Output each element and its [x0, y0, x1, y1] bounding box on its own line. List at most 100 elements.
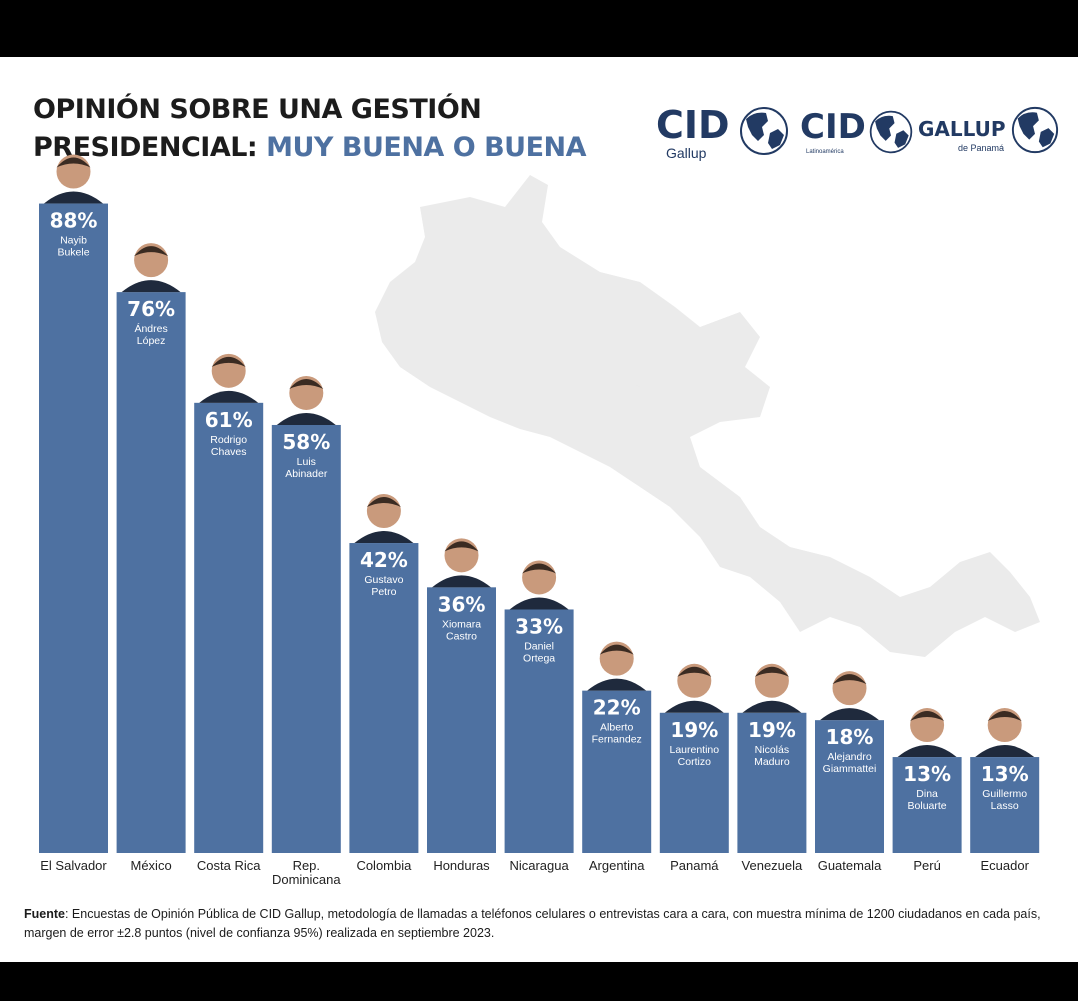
president-portrait-guatemala [820, 671, 879, 721]
president-name-line: Chaves [211, 446, 247, 458]
president-name-line: Alberto [600, 722, 633, 734]
president-portrait-ecuador [975, 708, 1035, 758]
president-name-line: Nayib [60, 235, 87, 247]
bar-colombia [349, 543, 419, 853]
category-label-costa-rica: Costa Rica [197, 858, 261, 873]
bar-peru [892, 757, 962, 853]
president-name-line: Cortizo [678, 756, 711, 768]
bar-honduras [427, 587, 496, 853]
bar-mexico [116, 292, 186, 853]
category-label-honduras: Honduras [433, 858, 490, 873]
category-label-rep-dominicana: Dominicana [272, 872, 341, 887]
category-label-mexico: México [131, 858, 172, 873]
value-label: 36% [438, 592, 486, 616]
title-line2-accent: MUY BUENA O BUENA [266, 132, 587, 163]
value-label: 33% [515, 614, 563, 638]
value-label: 61% [205, 408, 253, 432]
globe-icon [1011, 106, 1059, 154]
president-name-line: Alejandro [827, 751, 872, 763]
category-label-ecuador: Ecuador [980, 858, 1029, 873]
logo-cid-latam-word: CID [800, 107, 866, 147]
value-label: 88% [50, 209, 98, 233]
president-name-line: Daniel [524, 640, 554, 652]
president-portrait-venezuela [742, 663, 802, 713]
president-name-line: Lasso [991, 800, 1019, 812]
globe-icon [869, 110, 913, 154]
value-label: 18% [826, 725, 874, 749]
president-name-line: Maduro [754, 756, 790, 768]
president-name-line: López [137, 335, 166, 347]
president-portrait-panama [664, 663, 724, 713]
category-label-venezuela: Venezuela [742, 858, 803, 873]
category-label-guatemala: Guatemala [818, 858, 882, 873]
footnote-label: Fuente [24, 907, 65, 921]
bar-costa-rica [194, 402, 264, 853]
central-america-map [375, 175, 1040, 657]
category-label-el-salvador: El Salvador [40, 858, 107, 873]
president-portrait-mexico [121, 243, 181, 293]
bar-el-salvador [39, 203, 108, 853]
president-name-line: Rodrigo [210, 434, 247, 446]
infographic: OPINIÓN SOBRE UNA GESTIÓN PRESIDENCIAL: … [0, 57, 1078, 962]
bar-rep-dominicana [271, 424, 341, 853]
president-name-line: Dina [916, 788, 938, 800]
value-label: 13% [903, 762, 951, 786]
logo-gallup-panama: GALLUP de Panamá [918, 103, 1063, 163]
title-line1: OPINIÓN SOBRE UNA GESTIÓN [33, 94, 482, 125]
president-portrait-nicaragua [509, 560, 569, 610]
president-portrait-honduras [432, 538, 491, 588]
logo-cid-gallup-word: CID [656, 103, 730, 147]
president-name-line: Laurentino [669, 744, 719, 756]
president-name-line: Ortega [523, 652, 555, 664]
source-footnote: Fuente: Encuestas de Opinión Pública de … [24, 905, 1054, 943]
president-name-line: Abinader [285, 468, 328, 480]
president-name-line: Petro [371, 586, 396, 598]
president-portrait-costa-rica [199, 353, 259, 403]
bar-panama [659, 712, 729, 853]
globe-icon [740, 107, 788, 155]
value-label: 19% [748, 718, 796, 742]
bar-guatemala [815, 720, 884, 853]
bar-nicaragua [504, 609, 574, 853]
president-name-line: Xiomara [442, 618, 481, 630]
logo-cid-gallup: CID Gallup [656, 103, 791, 163]
value-label: 58% [282, 430, 330, 454]
category-label-argentina: Argentina [589, 858, 645, 873]
category-label-rep-dominicana: Rep. [293, 858, 320, 873]
logo-cid-gallup-sub: Gallup [666, 145, 707, 161]
value-label: 19% [670, 718, 718, 742]
president-name-line: Bukele [57, 247, 89, 259]
president-name-line: Gustavo [364, 574, 403, 586]
bar-venezuela [737, 712, 807, 853]
logo-gallup-word: GALLUP [918, 117, 1006, 141]
bar-argentina [582, 690, 652, 853]
president-portrait-el-salvador [44, 154, 103, 204]
president-name-line: Castro [446, 630, 477, 642]
president-name-line: Boluarte [908, 800, 947, 812]
chart-title: OPINIÓN SOBRE UNA GESTIÓN PRESIDENCIAL: … [33, 91, 587, 167]
category-label-panama: Panamá [670, 858, 719, 873]
logo-gallup-sub: de Panamá [958, 143, 1005, 153]
logo-cid-latam-sub: Latinoamérica [806, 149, 844, 155]
president-name-line: Giammattei [823, 763, 877, 775]
category-label-peru: Perú [913, 858, 940, 873]
logo-cid-latinoamerica: CID Latinoamérica [800, 103, 915, 163]
value-label: 76% [127, 297, 175, 321]
bar-ecuador [970, 757, 1040, 853]
president-name-line: Nicolás [755, 744, 789, 756]
president-portrait-argentina [587, 641, 647, 691]
president-portrait-colombia [354, 494, 414, 544]
president-portrait-rep-dominicana [276, 375, 336, 425]
category-label-nicaragua: Nicaragua [509, 858, 569, 873]
value-label: 13% [981, 762, 1029, 786]
president-name-line: Luis [297, 456, 316, 468]
president-name-line: Guillermo [982, 788, 1027, 800]
president-portrait-peru [897, 708, 957, 758]
category-label-colombia: Colombia [356, 858, 412, 873]
footnote-text: : Encuestas de Opinión Pública de CID Ga… [24, 907, 1041, 940]
value-label: 42% [360, 548, 408, 572]
president-name-line: Fernandez [592, 734, 642, 746]
value-label: 22% [593, 696, 641, 720]
president-name-line: Ándres [134, 322, 167, 335]
